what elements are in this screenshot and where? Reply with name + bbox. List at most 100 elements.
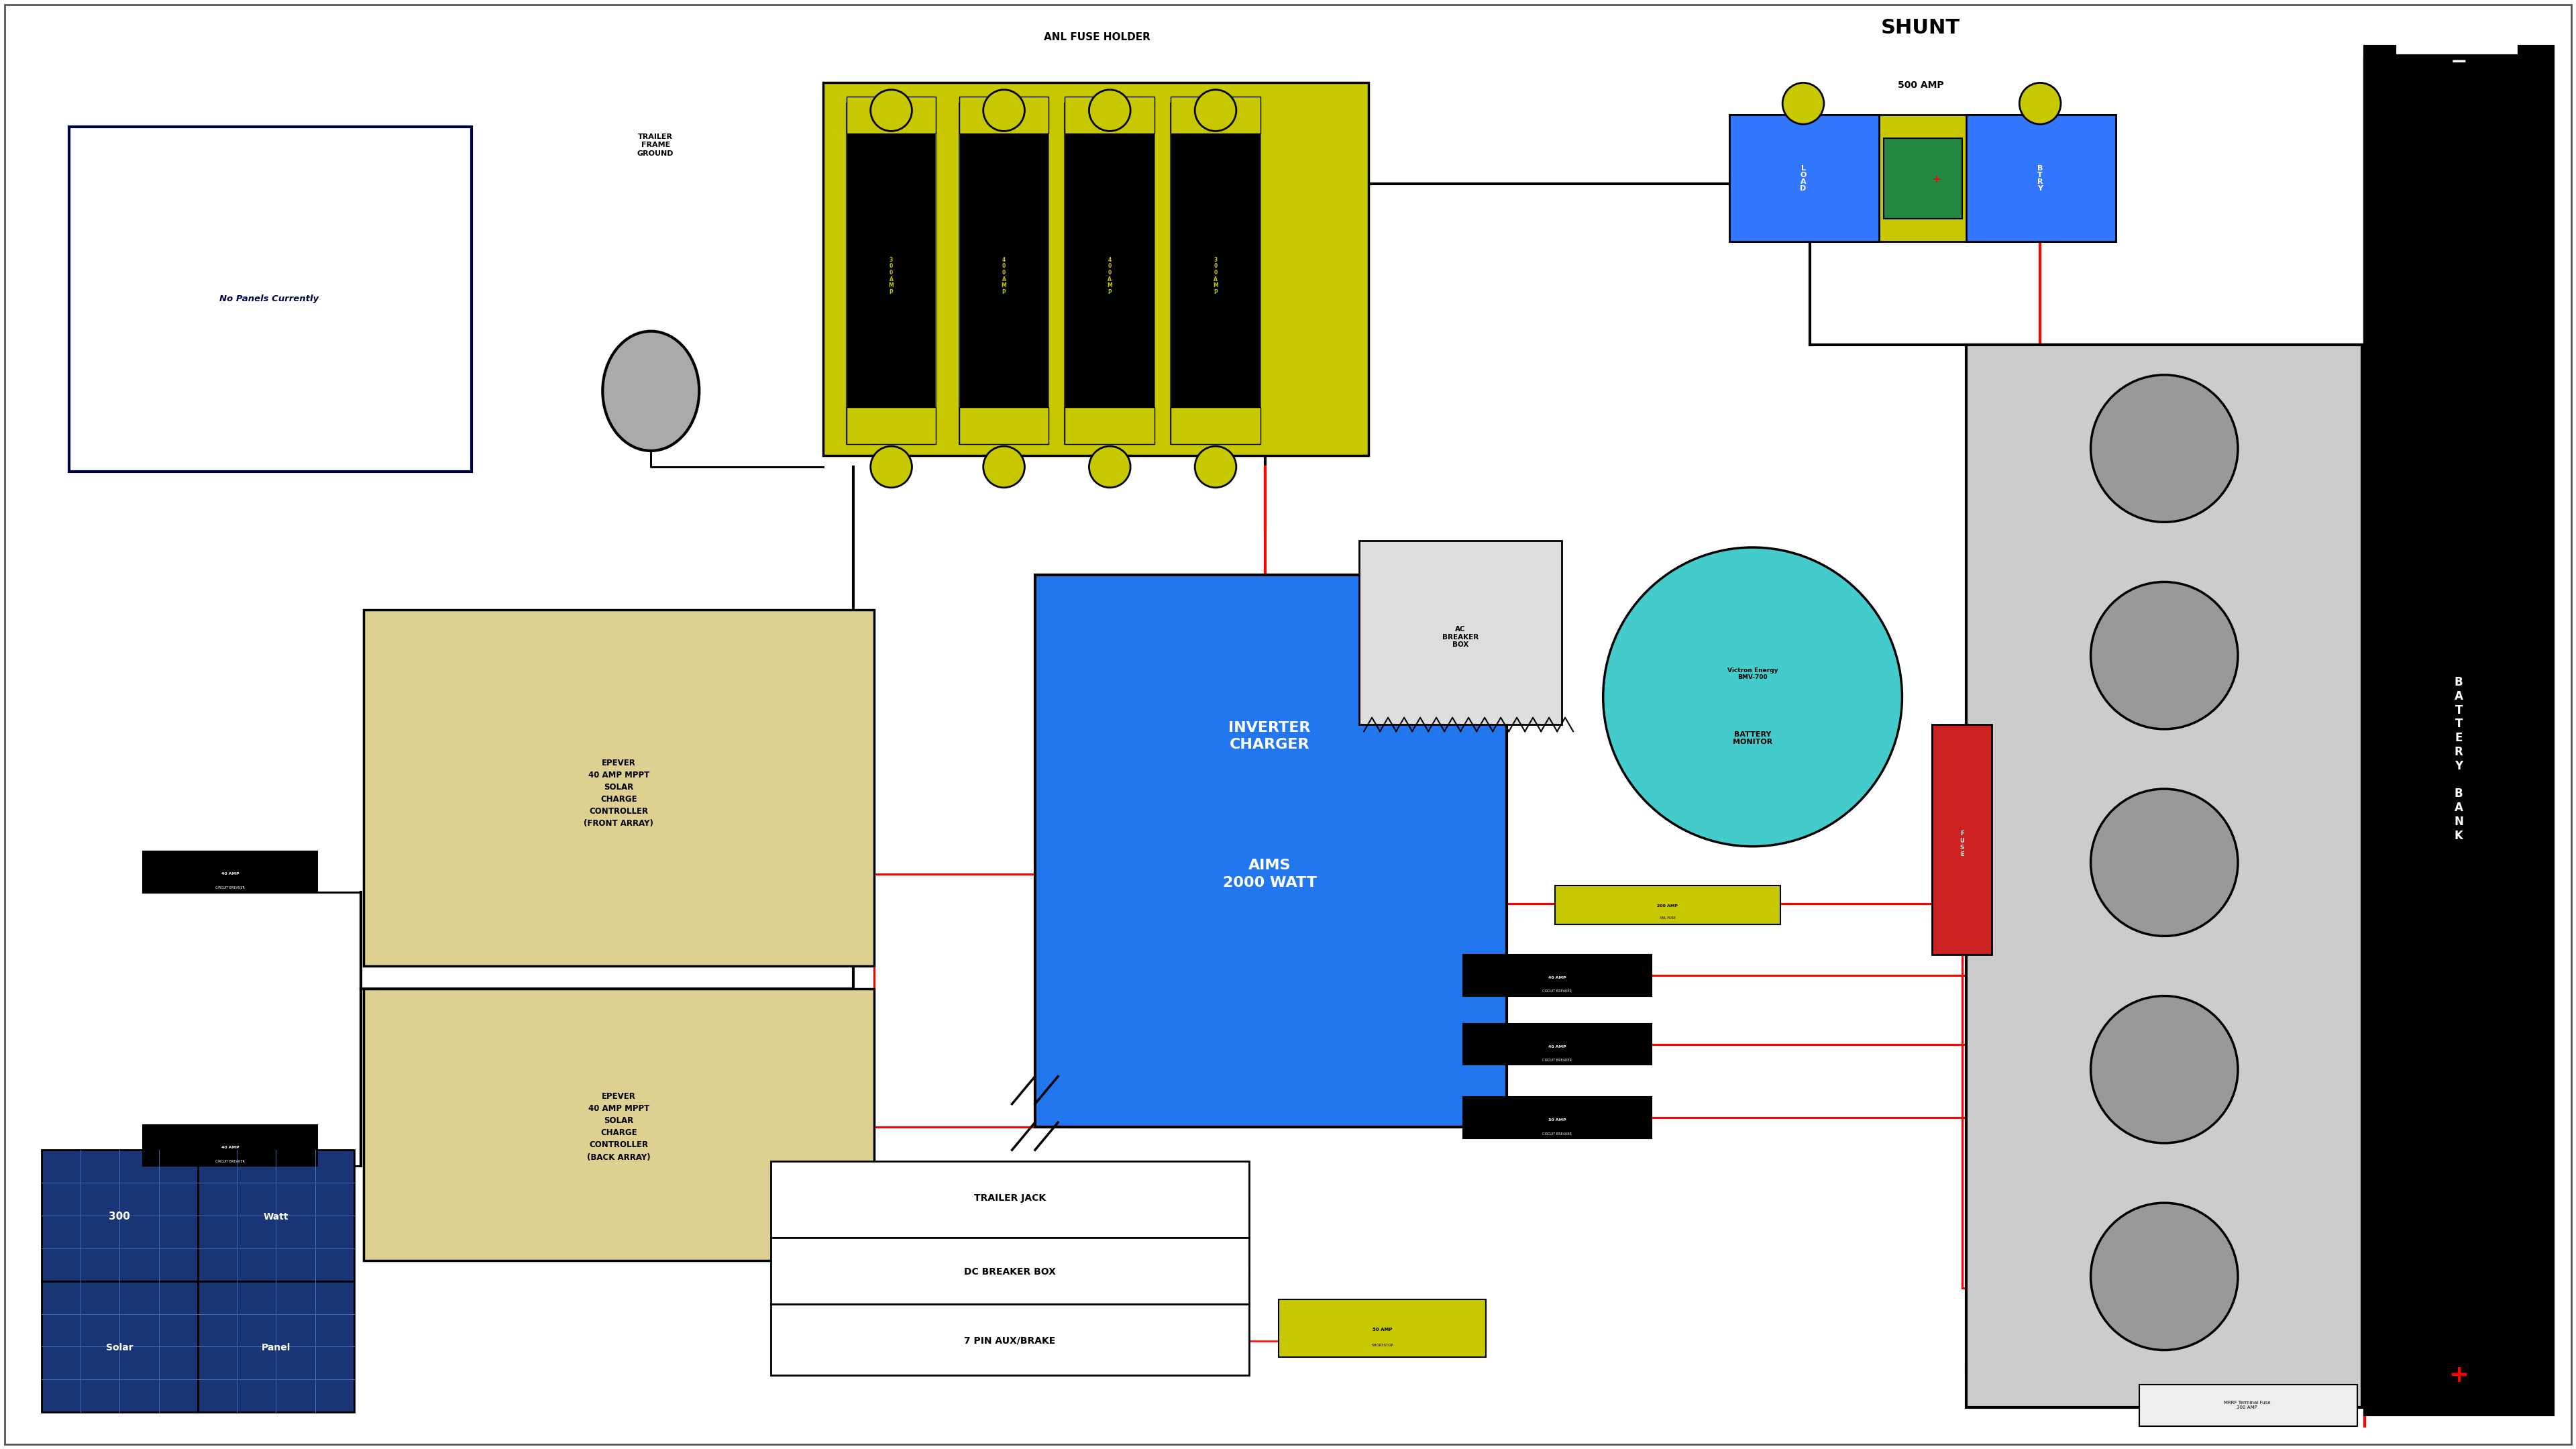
Bar [848,97,935,133]
Bar [770,1304,1249,1375]
Circle shape [2092,995,2239,1143]
Text: B
A
T
T
E
R
Y
 
B
A
N
K: B A T T E R Y B A N K [2455,677,2463,842]
Circle shape [871,90,912,130]
Circle shape [1195,446,1236,488]
Text: −: − [2450,52,2468,72]
Text: L
O
A
D: L O A D [1801,165,1806,191]
Circle shape [1783,83,1824,125]
Text: CIRCUIT BREAKER: CIRCUIT BREAKER [1543,1059,1571,1062]
Circle shape [984,446,1025,488]
Circle shape [2020,83,2061,125]
Bar [2365,46,2553,1414]
Bar [198,1281,355,1413]
Text: 300: 300 [108,1211,131,1222]
Text: INVERTER
CHARGER: INVERTER CHARGER [1229,722,1311,751]
Text: SHUNT: SHUNT [1880,19,1960,38]
Bar [1463,955,1651,995]
Bar [1036,575,1507,1127]
Bar [1556,885,1780,924]
Bar [142,851,317,893]
Text: 500 AMP: 500 AMP [1899,81,1942,90]
Bar [1463,1023,1651,1065]
Circle shape [1090,446,1131,488]
Text: B
T
R
Y: B T R Y [2038,165,2043,191]
Bar [824,83,1368,455]
Bar [1278,1300,1486,1358]
Circle shape [2092,1203,2239,1350]
Bar [70,126,471,471]
Circle shape [1602,548,1901,846]
Bar [1170,407,1260,443]
Bar [770,1237,1249,1304]
Text: ANL FUSE HOLDER: ANL FUSE HOLDER [1043,32,1151,42]
Circle shape [1090,90,1131,130]
Bar [958,97,1048,133]
Bar [1932,724,1991,955]
Text: CIRCUIT BREAKER: CIRCUIT BREAKER [1543,990,1571,993]
Bar [1064,103,1154,443]
Bar [1965,345,2362,1407]
Text: 40 AMP: 40 AMP [1548,1045,1566,1048]
Bar [958,103,1048,443]
Text: F
U
S
E: F U S E [1960,830,1963,858]
Bar [41,1281,198,1413]
Text: 40 AMP: 40 AMP [222,872,240,875]
Text: Panel: Panel [260,1343,291,1352]
Text: 200 AMP: 200 AMP [1656,904,1677,909]
Text: 7 PIN AUX/BRAKE: 7 PIN AUX/BRAKE [963,1336,1056,1346]
Ellipse shape [603,332,698,451]
Circle shape [984,90,1025,130]
Bar [363,610,873,966]
Bar [1170,97,1260,133]
Text: 30 AMP: 30 AMP [1548,1119,1566,1122]
Bar [1728,114,2115,242]
Bar [770,1162,1249,1237]
Bar [1064,407,1154,443]
Text: AIMS
2000 WATT: AIMS 2000 WATT [1224,858,1316,890]
Text: 3
0
0
A
M
P: 3 0 0 A M P [889,256,894,296]
Text: +: + [1932,174,1940,184]
Text: EPEVER
40 AMP MPPT
SOLAR
CHARGE
CONTROLLER
(FRONT ARRAY): EPEVER 40 AMP MPPT SOLAR CHARGE CONTROLL… [585,759,654,827]
Bar [41,1151,198,1281]
Bar [1463,1097,1651,1139]
Bar [1064,97,1154,133]
Circle shape [2092,582,2239,729]
Bar [2396,35,2517,54]
Text: 3
0
0
A
M
P: 3 0 0 A M P [1213,256,1218,296]
Bar [1728,114,1878,242]
Bar [1965,114,2115,242]
Text: Victron Energy
BMV-700: Victron Energy BMV-700 [1728,668,1777,681]
Text: TRAILER JACK: TRAILER JACK [974,1194,1046,1203]
Circle shape [2092,375,2239,522]
Text: No Panels Currently: No Panels Currently [219,294,319,303]
Text: CIRCUIT BREAKER: CIRCUIT BREAKER [216,1159,245,1164]
Text: DC BREAKER BOX: DC BREAKER BOX [963,1268,1056,1277]
Bar [1883,138,1963,219]
Circle shape [1195,90,1236,130]
Text: 50 AMP: 50 AMP [1373,1327,1391,1332]
Text: 4
0
0
A
M
P: 4 0 0 A M P [1108,256,1113,296]
Bar [142,1124,317,1166]
Bar [1360,540,1561,724]
Text: 40 AMP: 40 AMP [1548,975,1566,980]
Text: CIRCUIT BREAKER: CIRCUIT BREAKER [1543,1132,1571,1136]
Bar [848,407,935,443]
Bar [2138,1385,2357,1426]
Text: 40 AMP: 40 AMP [222,1146,240,1149]
Text: MRRF Terminal Fuse
300 AMP: MRRF Terminal Fuse 300 AMP [2223,1401,2269,1410]
Text: AC
BREAKER
BOX: AC BREAKER BOX [1443,626,1479,648]
Bar [198,1151,355,1281]
Text: BATTERY
MONITOR: BATTERY MONITOR [1734,732,1772,746]
Circle shape [2092,788,2239,936]
Circle shape [871,446,912,488]
Text: TRAILER
FRAME
GROUND: TRAILER FRAME GROUND [636,133,675,156]
Text: Watt: Watt [263,1211,289,1222]
Bar [1170,103,1260,443]
Bar [958,407,1048,443]
Text: ANL FUSE: ANL FUSE [1659,916,1674,919]
Text: SHORTSTOP: SHORTSTOP [1370,1343,1394,1348]
Bar [363,990,873,1261]
Text: +: + [2450,1364,2468,1387]
Text: Solar: Solar [106,1343,134,1352]
Text: 4
0
0
A
M
P: 4 0 0 A M P [1002,256,1007,296]
